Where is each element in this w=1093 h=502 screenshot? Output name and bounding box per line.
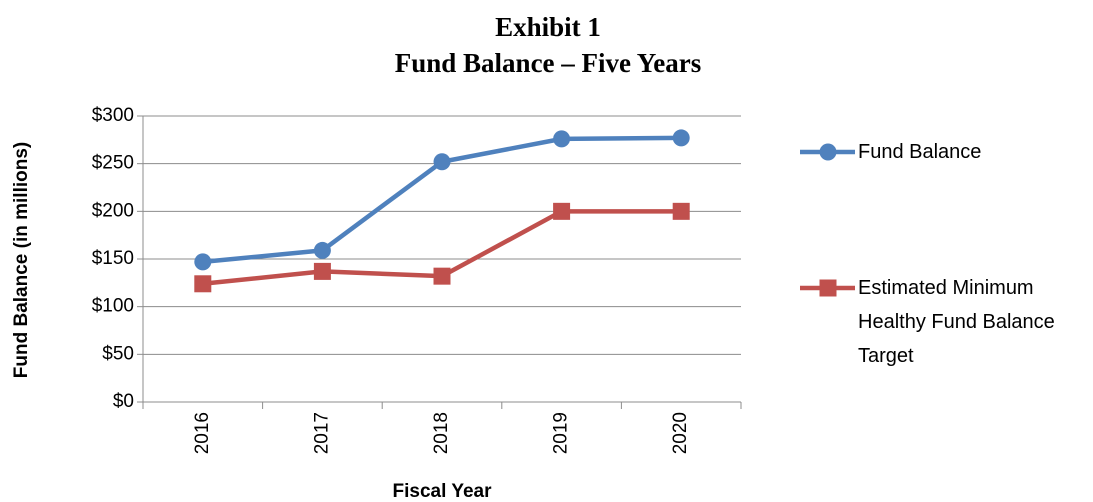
x-tick-label: 2020 <box>670 412 691 454</box>
x-tick-label: 2017 <box>311 412 332 454</box>
legend-marker <box>819 279 837 297</box>
y-tick-label: $0 <box>113 391 134 412</box>
legend-label: Fund Balance <box>858 141 982 163</box>
y-tick-label: $250 <box>92 153 134 174</box>
data-point <box>553 202 571 220</box>
chart-title: Exhibit 1 <box>495 12 601 42</box>
x-tick-label: 2018 <box>431 412 452 454</box>
data-point <box>433 153 451 171</box>
data-point <box>194 275 212 293</box>
data-point <box>194 253 212 271</box>
y-axis-label: Fund Balance (in millions) <box>11 142 32 378</box>
data-point <box>313 241 331 259</box>
data-point <box>553 130 571 148</box>
y-tick-label: $150 <box>92 248 134 269</box>
y-tick-label: $100 <box>92 296 134 317</box>
y-tick-label: $50 <box>102 343 134 364</box>
x-tick-label: 2016 <box>192 412 213 454</box>
data-point <box>672 202 690 220</box>
chart-subtitle: Fund Balance – Five Years <box>395 48 702 78</box>
x-tick-label: 2019 <box>551 412 572 454</box>
data-point <box>313 262 331 280</box>
legend-label: Estimated Minimum Healthy Fund Balance T… <box>858 277 1055 367</box>
legend-marker <box>819 143 837 161</box>
y-tick-label: $300 <box>92 105 134 126</box>
y-tick-label: $200 <box>92 200 134 221</box>
data-point <box>433 267 451 285</box>
x-axis-label: Fiscal Year <box>393 481 493 502</box>
data-point <box>672 129 690 147</box>
